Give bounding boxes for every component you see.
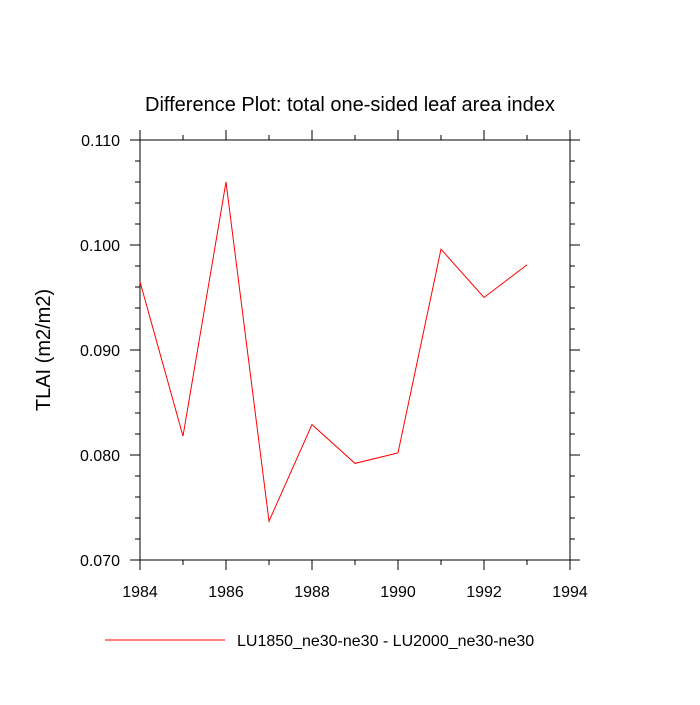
y-tick-label: 0.110 [81, 133, 120, 150]
series-line [139, 181, 528, 524]
chart-title: Difference Plot: total one-sided leaf ar… [145, 94, 555, 116]
legend: LU1850_ne30-ne30 - LU2000_ne30-ne30 [105, 633, 534, 650]
plot-frame [139, 139, 571, 561]
x-tick-label: 1986 [208, 584, 244, 601]
legend-entry-label: LU1850_ne30-ne30 - LU2000_ne30-ne30 [237, 633, 534, 650]
y-axis-label: TLAI (m2/m2) [33, 289, 55, 411]
series-layer [139, 181, 528, 524]
y-tick-label: 0.080 [80, 448, 120, 465]
x-tick-label: 1990 [380, 584, 416, 601]
axis-ticks: 1984 1986 1988 1990 1992 1994 0.070 0.080 0.090 0… [80, 130, 588, 601]
x-tick-label: 1988 [294, 584, 330, 601]
x-tick-label: 1992 [466, 584, 502, 601]
y-tick-label: 0.100 [80, 238, 120, 255]
y-tick-label: 0.090 [80, 343, 120, 360]
x-tick-label: 1984 [122, 584, 158, 601]
y-tick-label: 0.070 [80, 553, 120, 570]
x-tick-label: 1994 [552, 584, 588, 601]
